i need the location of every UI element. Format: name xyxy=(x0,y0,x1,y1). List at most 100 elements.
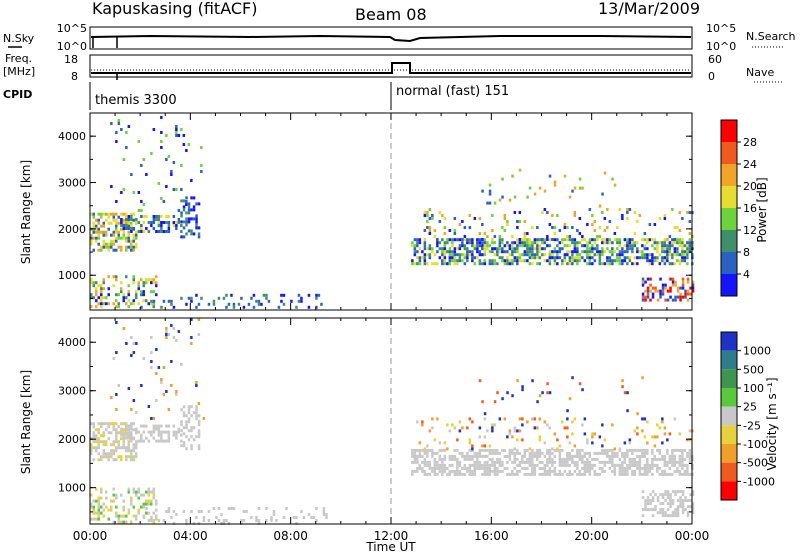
data-cell xyxy=(135,245,138,249)
data-cell xyxy=(646,496,650,500)
data-cell xyxy=(165,430,168,434)
colorbar-swatch xyxy=(721,120,737,142)
data-cell xyxy=(443,217,447,220)
data-cell xyxy=(686,262,689,266)
data-cell xyxy=(486,460,489,464)
data-cell xyxy=(157,182,161,185)
data-cell xyxy=(426,444,429,448)
data-cell xyxy=(92,221,95,225)
data-cell xyxy=(623,391,627,395)
data-cell xyxy=(125,236,128,240)
data-cell xyxy=(448,454,452,458)
data-cell xyxy=(135,493,138,497)
data-cell xyxy=(686,256,689,260)
data-cell xyxy=(568,463,572,467)
data-cell xyxy=(548,457,552,461)
data-cell xyxy=(142,221,146,224)
data-cell xyxy=(651,262,654,266)
data-cell xyxy=(115,212,118,216)
data-cell xyxy=(508,244,512,248)
data-cell xyxy=(664,298,667,302)
data-cell xyxy=(488,189,492,193)
data-cell xyxy=(663,256,667,260)
data-cell xyxy=(90,236,93,240)
data-cell xyxy=(566,253,569,257)
data-cell xyxy=(155,517,158,521)
data-cell xyxy=(486,429,489,433)
data-cell xyxy=(155,215,158,218)
data-cell xyxy=(626,208,629,211)
data-cell xyxy=(411,244,414,248)
data-cell xyxy=(508,247,512,251)
data-cell xyxy=(192,196,196,200)
data-cell xyxy=(671,253,674,257)
data-cell xyxy=(546,460,549,464)
data-cell xyxy=(132,514,135,518)
data-cell xyxy=(686,454,689,458)
data-cell xyxy=(593,259,597,263)
data-cell xyxy=(453,259,457,263)
data-cell xyxy=(679,502,682,506)
freq-left-tick-top: 18 xyxy=(64,53,78,66)
data-cell xyxy=(137,284,140,288)
data-cell xyxy=(664,511,667,515)
data-cell xyxy=(125,422,128,426)
data-cell xyxy=(120,191,123,194)
data-cell xyxy=(416,241,419,245)
data-cell xyxy=(586,466,589,470)
data-cell xyxy=(197,420,201,424)
data-cell xyxy=(195,202,198,206)
data-cell xyxy=(578,454,582,458)
data-cell xyxy=(571,460,574,464)
data-cell xyxy=(513,466,517,470)
data-cell xyxy=(488,469,492,473)
data-cell xyxy=(202,519,206,522)
data-cell xyxy=(603,438,607,442)
data-cell xyxy=(563,426,567,430)
data-cell xyxy=(553,469,557,473)
data-cell xyxy=(461,451,464,455)
data-cell xyxy=(453,238,457,242)
data-cell xyxy=(513,241,517,245)
data-cell xyxy=(97,221,100,225)
data-cell xyxy=(110,449,113,453)
data-cell xyxy=(115,393,118,396)
data-cell xyxy=(506,241,509,245)
data-cell xyxy=(641,376,644,380)
data-cell xyxy=(152,302,155,306)
data-cell xyxy=(115,496,118,500)
data-cell xyxy=(521,457,524,461)
data-cell xyxy=(656,256,659,260)
data-cell xyxy=(628,438,632,442)
data-cell xyxy=(448,259,452,263)
data-cell xyxy=(501,469,504,473)
data-cell xyxy=(628,466,632,470)
data-cell xyxy=(117,431,120,435)
data-cell xyxy=(646,241,649,245)
data-cell xyxy=(130,433,133,437)
data-cell xyxy=(147,405,151,408)
data-cell xyxy=(511,472,514,476)
data-cell xyxy=(591,435,594,439)
data-cell xyxy=(418,241,422,245)
data-cell xyxy=(247,302,251,306)
data-cell xyxy=(107,452,110,456)
data-cell xyxy=(683,244,687,248)
data-cell xyxy=(588,247,592,251)
data-cell xyxy=(641,244,644,248)
data-cell xyxy=(180,128,183,131)
data-cell xyxy=(140,293,143,297)
data-cell xyxy=(536,250,539,254)
data-cell xyxy=(423,463,427,467)
data-cell xyxy=(636,466,639,470)
data-cell xyxy=(531,241,534,245)
data-cell xyxy=(641,283,645,287)
data-cell xyxy=(483,238,487,242)
data-cell xyxy=(533,463,537,467)
data-cell xyxy=(501,448,504,452)
data-cell xyxy=(669,502,672,506)
data-cell xyxy=(688,454,692,458)
data-cell xyxy=(658,457,662,461)
data-cell xyxy=(656,448,659,452)
data-cell xyxy=(476,247,479,251)
